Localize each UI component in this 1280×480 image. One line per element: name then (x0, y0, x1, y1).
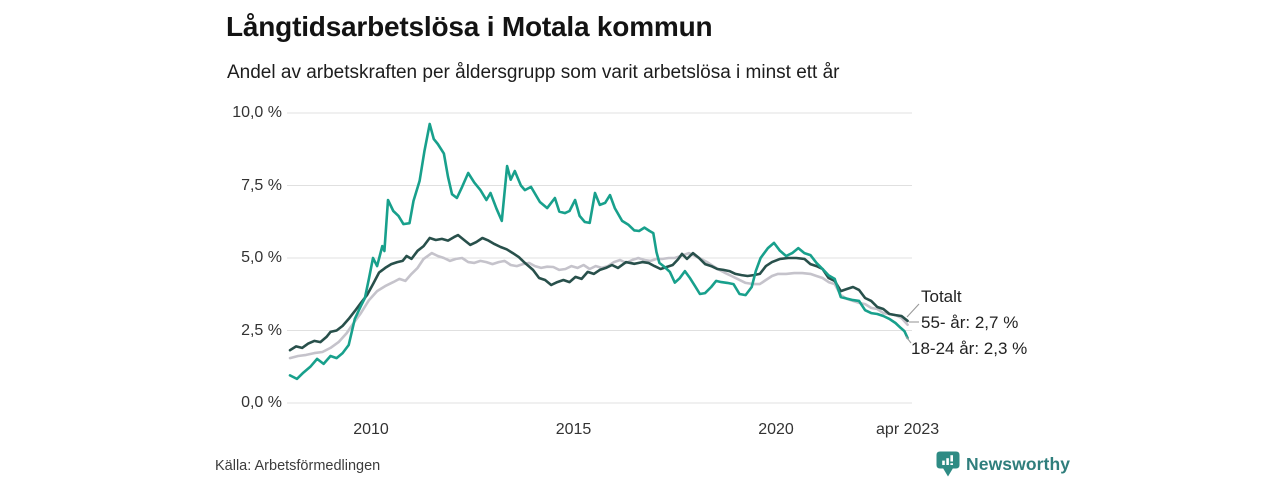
y-tick-0: 0,0 % (241, 394, 282, 411)
y-tick-5: 5,0 % (241, 249, 282, 266)
series-end-label-totalt: Totalt (921, 287, 962, 306)
chart-subtitle: Andel av arbetskraften per åldersgrupp s… (227, 62, 840, 83)
series-end-label-55-plus: 55- år: 2,7 % (921, 313, 1019, 332)
newsworthy-logo[interactable]: Newsworthy (936, 450, 1070, 478)
annotation-leader-totalt (906, 303, 920, 318)
y-tick-10: 10,0 % (232, 104, 282, 121)
x-tick-apr-2023: apr 2023 (876, 421, 940, 438)
annotation-leader-18-24 (905, 336, 912, 344)
x-tick-2015: 2015 (555, 421, 592, 438)
page-title: Långtidsarbetslösa i Motala kommun (226, 11, 713, 42)
y-tick-2.5: 2,5 % (241, 321, 282, 339)
series-end-label-18-24: 18-24 år: 2,3 % (911, 339, 1028, 358)
series-line-18-24-r (288, 122, 909, 381)
x-tick-2020: 2020 (758, 421, 794, 438)
y-tick-7.5: 7,5 % (241, 176, 282, 194)
newsworthy-wordmark: Newsworthy (966, 453, 1071, 474)
x-tick-2010: 2010 (353, 421, 389, 438)
source-attribution: Källa: Arbetsförmedlingen (215, 458, 381, 474)
series-line-Totalt (288, 233, 909, 352)
newsworthy-badge-bar-chart-icon (936, 451, 960, 476)
